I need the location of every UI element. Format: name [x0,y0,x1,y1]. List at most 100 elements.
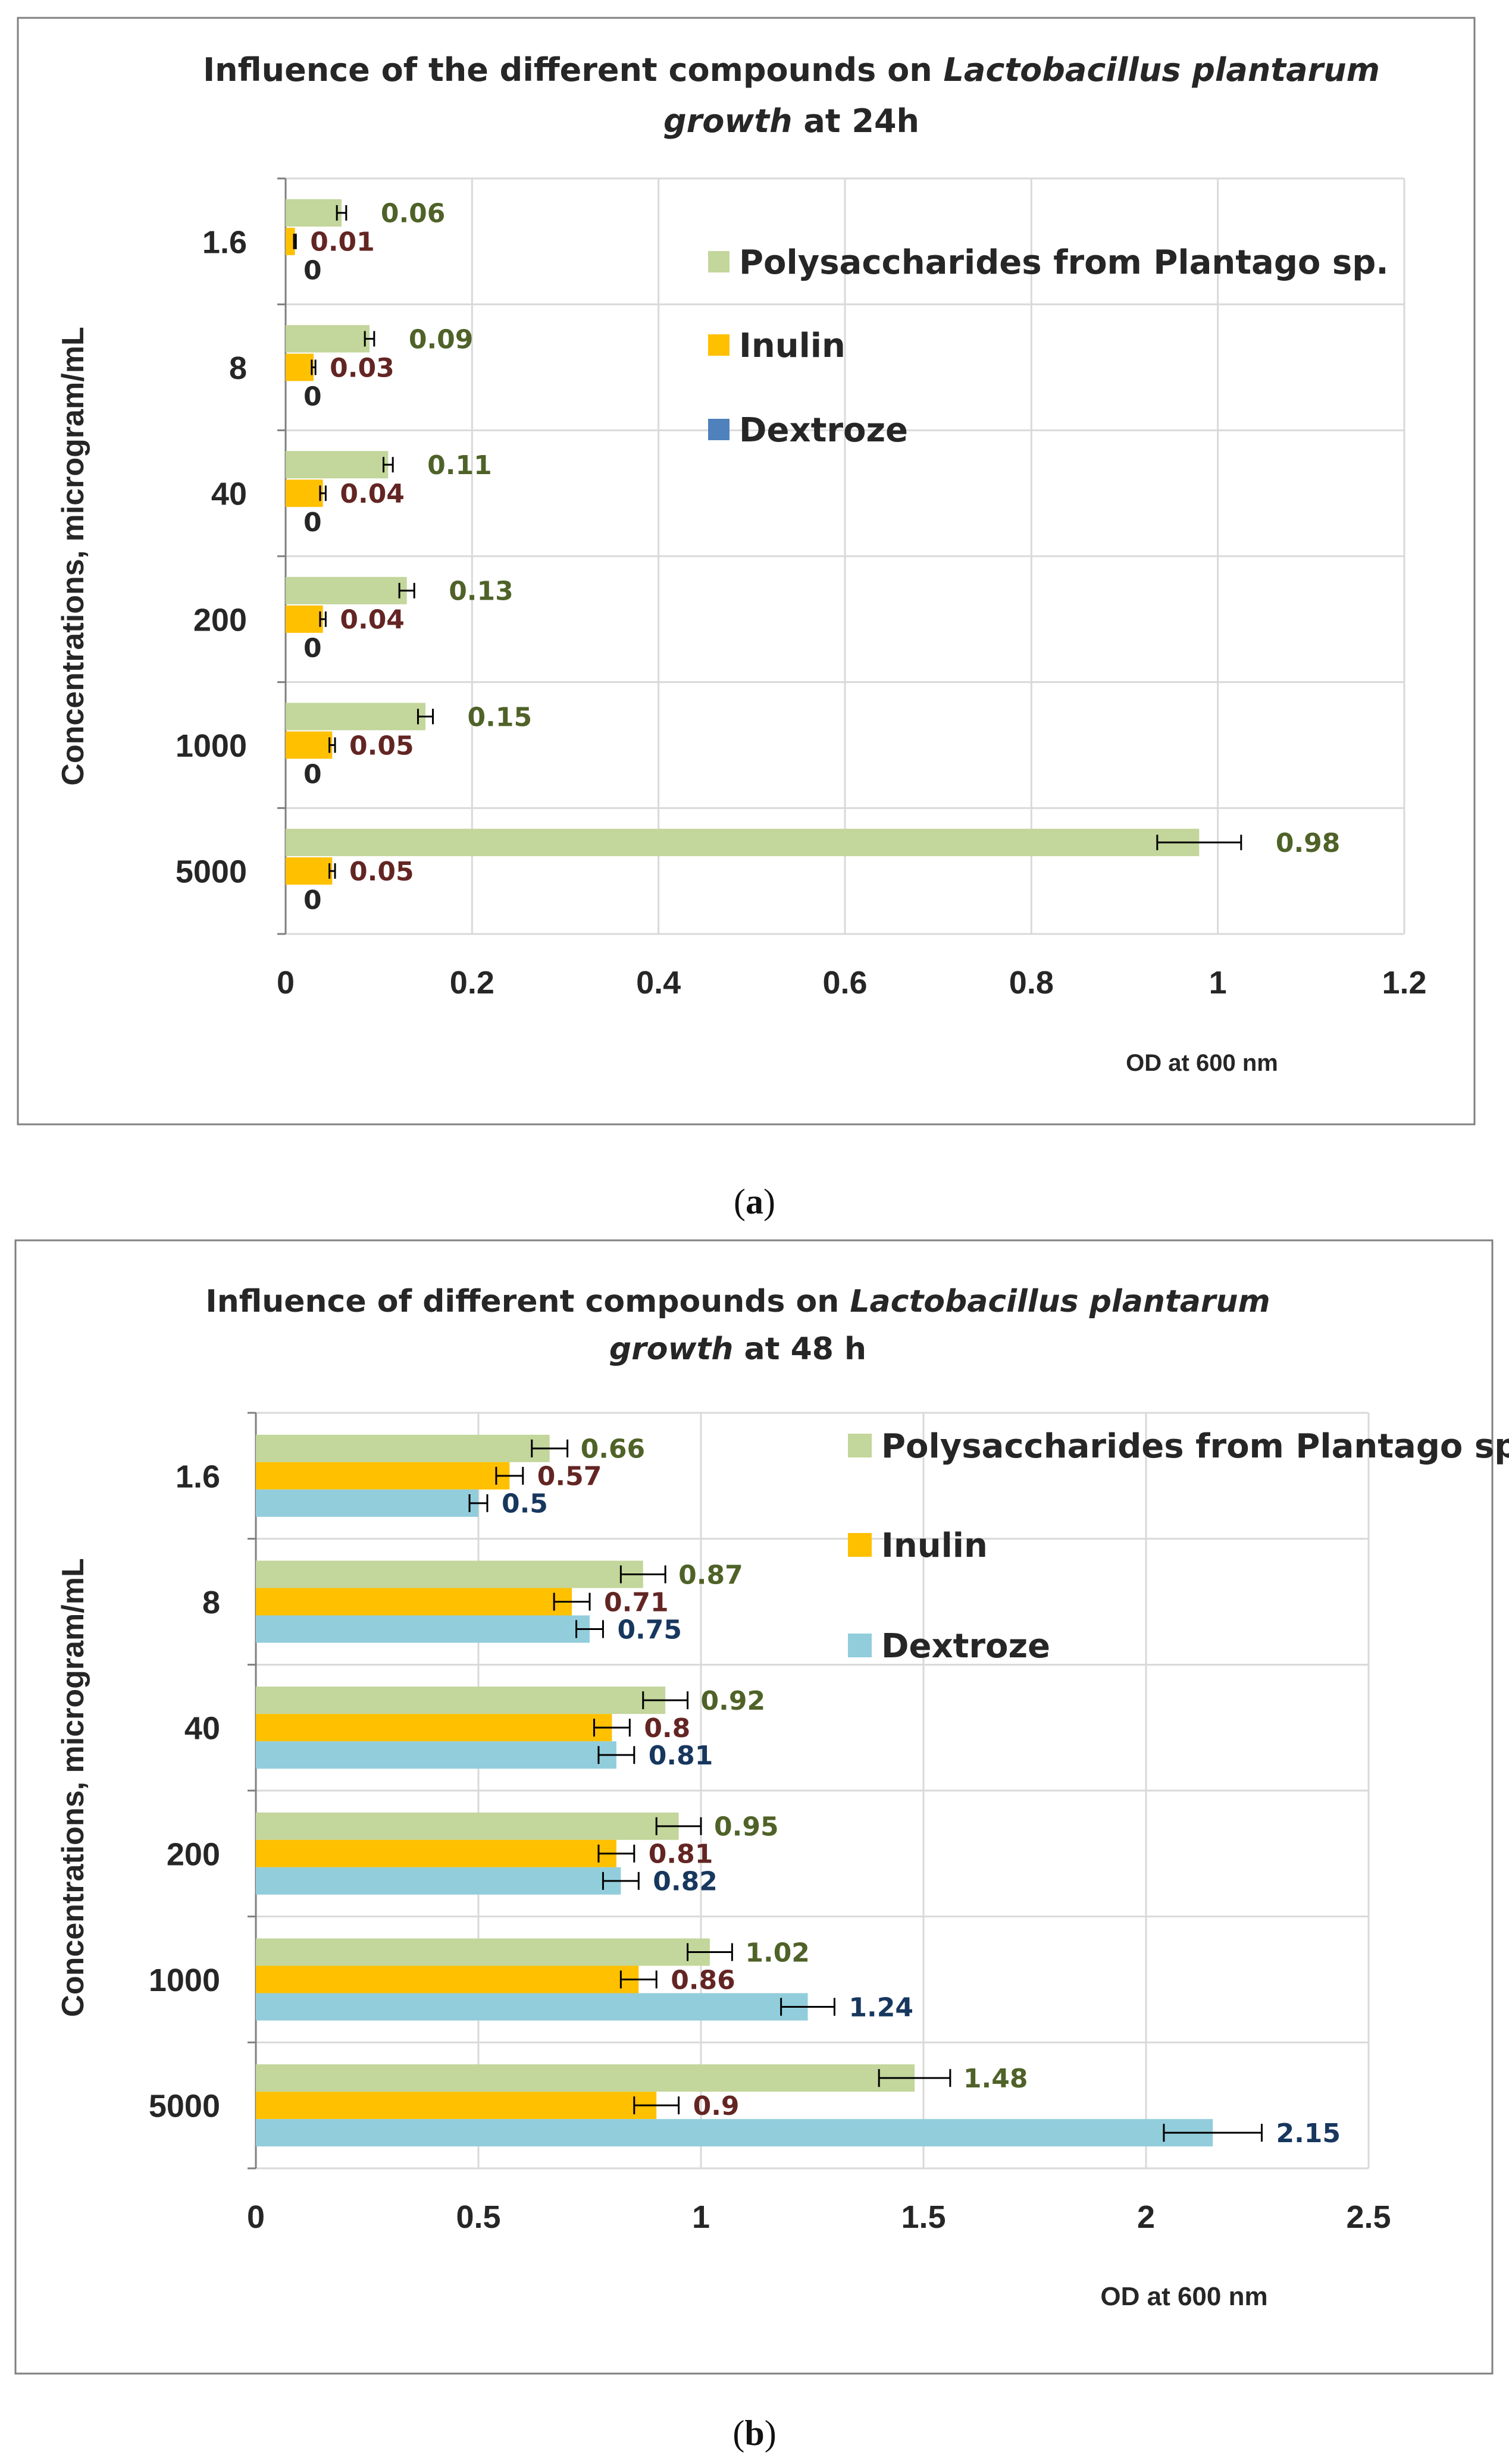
category-label: 5000 [176,854,247,890]
legend-label: Polysaccharides from Plantago sp. [881,1427,1509,1466]
caption-letter: b [744,2413,764,2453]
error-bar [293,233,297,249]
bar [256,1993,808,2021]
x-tick-label: 0.2 [450,965,494,1001]
y-axis-title: Concentrations, microgram/mL [56,1558,90,2017]
bar [256,2119,1213,2147]
legend-item: Dextroze [848,1627,1050,1666]
legend-swatch [708,251,730,272]
category-label: 1000 [176,728,247,764]
legend-item: Polysaccharides from Plantago sp. [848,1427,1509,1466]
bar [286,325,370,353]
bar [256,1965,639,1993]
data-label: 1.24 [849,1992,913,2023]
data-label: 0.04 [340,605,405,635]
data-label: 0.87 [678,1560,743,1590]
data-label: 0 [303,634,322,664]
data-label: 0.05 [349,731,414,761]
series-dextroze: 0.50.750.810.821.242.15 [256,1489,1341,2149]
data-label: 0.95 [714,1812,779,1842]
data-label: 2.15 [1276,2118,1341,2149]
legend: Polysaccharides from Plantago sp. Inulin D… [848,1427,1509,1666]
error-bar [495,1466,524,1485]
category-label: 200 [167,1836,220,1872]
error-bar [593,1719,631,1737]
chart-title-part: growth [663,102,793,140]
legend-item: Inulin [848,1526,988,1565]
category-label: 1.6 [176,1459,220,1494]
legend-swatch [708,334,730,356]
caption-paren: ) [763,1182,775,1221]
chart-title-part: Lactobacillus plantarum [943,51,1379,89]
data-label: 0.86 [671,1965,735,1995]
x-axis-ticks: 0 0.5 1 1.5 2 2.5 [247,2199,1391,2235]
chart-title-line: growth at 48 h [609,1331,866,1367]
bar [256,2092,657,2120]
chart-title-part: growth [609,1331,734,1367]
bar [256,2064,915,2092]
bar [286,731,333,759]
bar [256,1741,616,1769]
chart-panel-a: Influence of the different compounds on … [17,17,1476,1126]
error-bar [468,1494,489,1512]
bar [286,227,295,255]
x-tick-label: 1 [692,2199,710,2235]
bar [286,353,314,381]
category-label: 1000 [149,1963,220,1998]
data-label: 0 [303,507,322,538]
error-bar [780,1998,835,2016]
series-inulin: 0.01 0.03 0.04 0.04 0.05 0.05 [286,227,414,887]
error-bar [417,709,434,725]
x-tick-label: 2 [1137,2199,1155,2235]
bar [256,1812,679,1840]
data-label: 0.15 [468,702,533,732]
chart-title-part: Influence of the different compounds on [203,51,943,89]
data-label: 0.5 [502,1489,548,1519]
bar [256,1560,643,1588]
series-inulin: 0.570.710.80.810.860.9 [256,1462,740,2121]
chart-panel-b: Influence of different compounds on Lact… [14,1239,1509,2375]
data-label: 0 [303,256,322,286]
error-bar [319,485,327,501]
bar [256,1462,510,1490]
error-bar [531,1439,569,1457]
x-axis-title: OD at 600 nm [1126,1050,1278,1076]
series-dextroze: 0 0 0 0 0 0 [303,256,322,916]
legend: Polysaccharides from Plantago sp. Inulin D… [708,243,1389,450]
caption-paren: ( [732,2413,744,2453]
legend-swatch [708,419,730,440]
bar [256,1588,572,1616]
error-bar [633,2096,680,2115]
x-tick-label: 1 [1209,965,1227,1001]
error-bar [364,331,375,347]
legend-swatch [848,1533,872,1557]
category-label: 8 [229,350,247,386]
legend-item: Dextroze [708,411,908,450]
x-axis-ticks: 0 0.2 0.4 0.6 0.8 1 1.2 [277,965,1427,1001]
error-bar [687,1943,733,1961]
caption-paren: ) [765,2413,777,2453]
bar [256,1489,478,1517]
x-tick-label: 2.5 [1346,2199,1391,2235]
legend-swatch [848,1434,872,1457]
error-bar [328,737,336,753]
caption-a: (a) [734,1182,775,1221]
error-bar [1156,835,1242,851]
bar [286,703,425,731]
legend-label: Polysaccharides from Plantago sp. [739,243,1389,282]
error-bar [319,611,327,627]
error-bar [878,2069,951,2087]
bar [256,1434,550,1462]
bar [256,1839,616,1867]
series-polysaccharides-from-plantago-sp-: 0.66 0.87 0.92 0.95 1.02 1.48 [256,1434,1028,2094]
error-bar [336,205,347,221]
data-label: 0.82 [653,1867,718,1897]
category-label: 40 [184,1711,220,1747]
data-label: 1.48 [963,2064,1028,2094]
chart-title: Influence of the different compounds on … [203,51,1380,140]
x-tick-label: 0 [247,2199,265,2235]
legend-swatch [848,1634,872,1657]
data-label: 0.71 [604,1587,669,1617]
error-bar [597,1746,635,1764]
legend-label: Inulin [739,327,846,365]
